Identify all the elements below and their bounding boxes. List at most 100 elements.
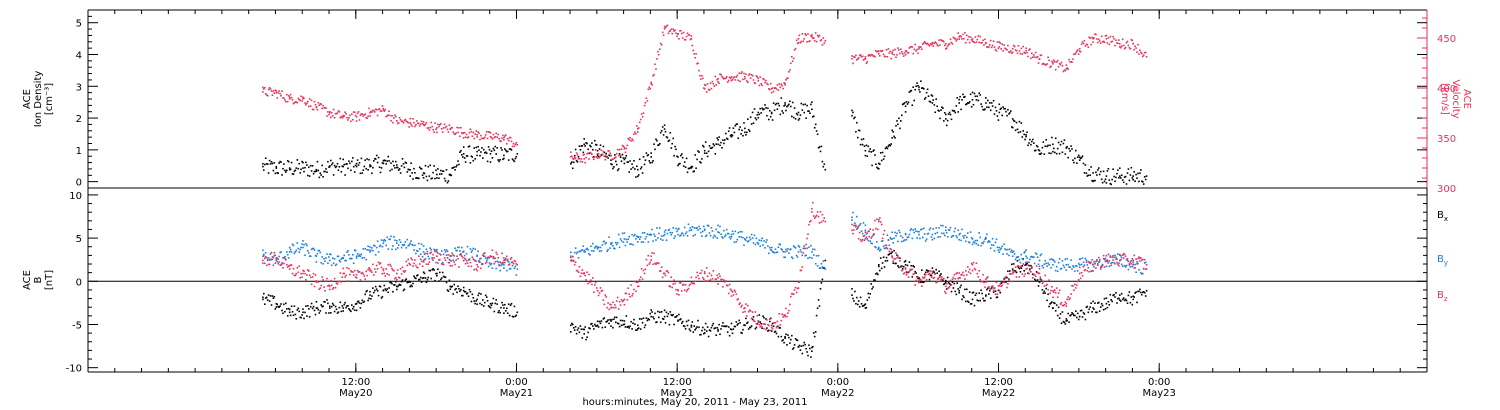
- by-series-point: [757, 242, 760, 244]
- bx-series-point: [275, 302, 278, 305]
- by-series-point: [945, 229, 947, 232]
- velocity-series-point: [315, 106, 318, 108]
- velocity-series-point: [462, 132, 465, 134]
- bx-series-point: [355, 302, 358, 305]
- bz-series-point: [958, 277, 960, 279]
- velocity-series-point: [436, 127, 438, 129]
- left-tick-label: 4: [76, 51, 82, 62]
- velocity-series-point: [851, 58, 853, 60]
- left-tick-label: 2: [76, 114, 82, 125]
- by-series-point: [342, 257, 344, 259]
- b-tick-label: 0: [76, 277, 82, 288]
- density-series-point: [369, 164, 371, 166]
- bx-series-point: [1092, 307, 1094, 309]
- bz-series: [570, 201, 827, 332]
- velocity-series-point: [637, 128, 639, 130]
- bz-series-point: [998, 289, 1001, 292]
- x-tick-time: 0:00: [827, 377, 849, 388]
- x-tick-day: May20: [339, 388, 372, 399]
- x-tick-time: 0:00: [505, 377, 527, 388]
- x-tick-day: May22: [821, 388, 854, 399]
- velocity-series-point: [355, 116, 358, 118]
- bx-series-point: [851, 294, 853, 296]
- velocity-series-point: [1038, 58, 1041, 60]
- velocity-series-point: [971, 38, 974, 40]
- velocity-series-point: [1078, 48, 1081, 50]
- velocity-series-point: [891, 53, 893, 55]
- left-axis-title: ACE Ion Density [cm⁻³]: [22, 71, 55, 128]
- bx-series-point: [315, 307, 318, 309]
- bx-series-point: [690, 324, 693, 327]
- velocity-series-point: [703, 88, 706, 90]
- bx-series-point: [288, 311, 291, 314]
- x-tick-day: May21: [660, 388, 693, 399]
- by-series-point: [985, 238, 987, 240]
- by-series-point: [851, 216, 853, 219]
- velocity-series-point: [864, 58, 867, 60]
- velocity-series-point: [610, 155, 612, 157]
- by-series-point: [730, 233, 733, 236]
- bx-series-point: [302, 311, 304, 314]
- by-series-point: [770, 246, 773, 249]
- bz-series-point: [302, 272, 304, 275]
- left-axis-title-line: ACE: [22, 89, 33, 109]
- bz-series-point: [770, 324, 773, 327]
- b-axis-title-line: [nT]: [44, 270, 55, 290]
- bz-series-point: [677, 289, 679, 292]
- density-series-point: [864, 149, 867, 152]
- density-series-point: [1092, 172, 1094, 174]
- bx-series-point: [1052, 307, 1054, 309]
- velocity-series-point: [690, 38, 693, 40]
- density-series-point: [623, 162, 626, 165]
- bx-series-point: [1078, 315, 1081, 318]
- bz-series-point: [891, 255, 893, 257]
- by-series-point: [315, 255, 318, 257]
- left-tick-label: 1: [76, 146, 82, 157]
- bz-series-point: [690, 281, 693, 283]
- velocity-series-point: [476, 134, 478, 136]
- density-series-point: [355, 165, 358, 168]
- bz-series-point: [369, 268, 371, 270]
- by-series-point: [904, 233, 907, 236]
- bx-series-point: [958, 289, 960, 292]
- by-series: [851, 211, 1148, 275]
- by-series-point: [422, 251, 425, 253]
- bz-series-point: [717, 277, 719, 279]
- bx-series-point: [476, 298, 478, 301]
- density-series-point: [811, 108, 813, 111]
- bz-series-point: [1145, 264, 1148, 266]
- bx-series-point: [1011, 268, 1014, 270]
- density-series-point: [904, 105, 907, 107]
- bz-series-point: [596, 289, 599, 292]
- by-series-point: [677, 233, 679, 236]
- bx-series-point: [650, 315, 652, 318]
- bz-series-point: [1011, 272, 1014, 275]
- bz-series-point: [489, 255, 492, 257]
- bx-series-point: [918, 277, 920, 279]
- density-series-point: [329, 165, 331, 168]
- velocity-series-point: [797, 38, 800, 40]
- bz-series-point: [583, 272, 585, 275]
- bx-series: [570, 259, 827, 358]
- bz-series-point: [1038, 272, 1041, 275]
- density-series-point: [315, 168, 318, 171]
- density-series-point: [462, 153, 465, 155]
- by-series-point: [462, 251, 465, 253]
- bz-series-point: [623, 298, 626, 301]
- bz-series-point: [1119, 259, 1121, 262]
- bx-series-point: [436, 272, 438, 275]
- bx-series-point: [744, 324, 746, 327]
- density-series-point: [985, 102, 987, 104]
- density-series-point: [1065, 146, 1068, 149]
- left-axis-title-line: [cm⁻³]: [44, 83, 55, 115]
- density-series-point: [1025, 134, 1027, 136]
- density-series-point: [1052, 143, 1054, 146]
- density-series-point: [396, 164, 398, 166]
- by-series-point: [637, 236, 639, 238]
- bx-series-point: [1038, 281, 1041, 283]
- density-series-point: [998, 111, 1001, 114]
- bz-series-point: [355, 277, 358, 279]
- bz-series-point: [650, 255, 652, 257]
- velocity-series-point: [730, 76, 733, 78]
